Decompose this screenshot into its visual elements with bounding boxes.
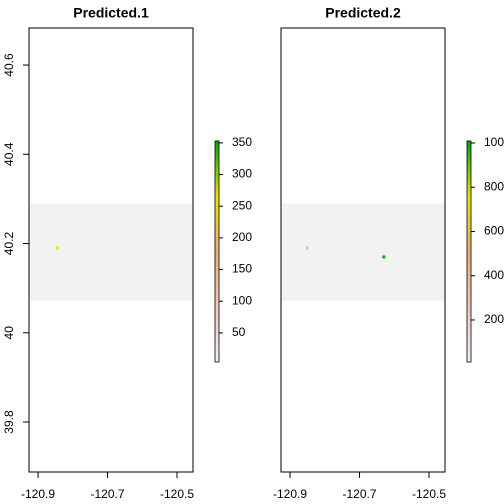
y-tick-label: 39.8 — [2, 410, 16, 434]
x-tick-label: -120.9 — [273, 487, 307, 501]
y-tick-label: 40.2 — [2, 232, 16, 256]
y-tick-label: 40.6 — [2, 53, 16, 77]
raster-extent — [29, 203, 193, 301]
raster-cell — [305, 246, 309, 250]
legend-tick-label: 600 — [484, 224, 504, 238]
color-bar — [214, 140, 220, 363]
legend-tick-label: 200 — [232, 230, 252, 244]
legend-tick-label: 400 — [484, 268, 504, 282]
color-bar — [466, 140, 472, 363]
legend-tick-label: 50 — [232, 325, 246, 339]
legend-tick-label: 150 — [232, 262, 252, 276]
raster-cell — [382, 255, 386, 259]
chart-title: Predicted.1 — [73, 5, 149, 21]
x-tick-label: -120.5 — [412, 487, 446, 501]
legend-tick-label: 1000 — [484, 135, 504, 149]
legend-tick-label: 800 — [484, 179, 504, 193]
chart-title: Predicted.2 — [325, 5, 401, 21]
legend-tick-label: 100 — [232, 293, 252, 307]
legend-tick-label: 300 — [232, 167, 252, 181]
plot-frame — [28, 27, 194, 473]
x-tick-label: -120.5 — [160, 487, 194, 501]
x-tick-label: -120.7 — [91, 487, 125, 501]
legend-tick-label: 200 — [484, 312, 504, 326]
raster-cell — [55, 246, 59, 250]
plot-frame — [280, 27, 446, 473]
legend-tick-label: 350 — [232, 135, 252, 149]
x-tick-label: -120.9 — [21, 487, 55, 501]
legend-tick-label: 250 — [232, 198, 252, 212]
raster-extent — [281, 203, 445, 301]
y-tick-label: 40.4 — [2, 142, 16, 166]
x-tick-label: -120.7 — [343, 487, 377, 501]
y-tick-label: 40 — [2, 326, 16, 340]
